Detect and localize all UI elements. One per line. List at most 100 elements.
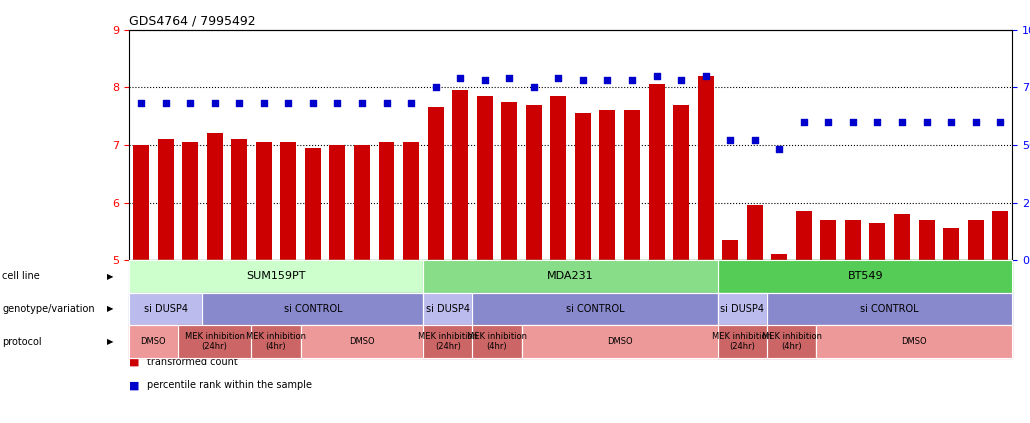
Point — [255, 100, 272, 107]
Text: DMSO: DMSO — [901, 337, 927, 346]
Point — [477, 77, 493, 84]
Bar — [599, 110, 615, 260]
Point — [575, 77, 591, 84]
Bar — [379, 142, 394, 260]
Text: ▶: ▶ — [107, 272, 113, 281]
Bar — [649, 84, 664, 260]
Bar — [330, 145, 345, 260]
Point — [624, 77, 641, 84]
Bar — [894, 214, 909, 260]
Point — [697, 72, 714, 79]
Bar — [207, 133, 222, 260]
Text: DMSO: DMSO — [607, 337, 632, 346]
Point — [158, 100, 174, 107]
Bar — [747, 206, 762, 260]
Point — [722, 137, 739, 144]
Text: si DUSP4: si DUSP4 — [425, 304, 470, 314]
Bar — [526, 104, 542, 260]
Point — [771, 146, 788, 153]
Text: MEK inhibition
(24hr): MEK inhibition (24hr) — [184, 332, 245, 351]
Text: GDS4764 / 7995492: GDS4764 / 7995492 — [129, 15, 255, 28]
Bar — [697, 76, 714, 260]
Point — [648, 72, 664, 79]
Point — [869, 118, 886, 125]
Bar — [674, 104, 689, 260]
Point — [330, 100, 346, 107]
Text: si CONTROL: si CONTROL — [565, 304, 624, 314]
Bar — [821, 220, 836, 260]
Bar — [452, 90, 468, 260]
Text: ■: ■ — [129, 380, 139, 390]
Bar — [624, 110, 640, 260]
Point — [942, 118, 959, 125]
Point — [427, 84, 444, 91]
Point — [967, 118, 984, 125]
Point — [353, 100, 370, 107]
Text: MEK inhibition
(24hr): MEK inhibition (24hr) — [713, 332, 772, 351]
Point — [599, 77, 616, 84]
Point — [133, 100, 149, 107]
Bar — [722, 240, 739, 260]
Bar — [845, 220, 861, 260]
Bar — [477, 96, 492, 260]
Text: protocol: protocol — [2, 337, 41, 346]
Text: ▶: ▶ — [107, 305, 113, 313]
Bar — [919, 220, 934, 260]
Text: ■: ■ — [129, 357, 139, 367]
Bar — [403, 142, 419, 260]
Point — [992, 118, 1008, 125]
Bar — [943, 228, 959, 260]
Text: si DUSP4: si DUSP4 — [143, 304, 187, 314]
Text: MEK inhibition
(24hr): MEK inhibition (24hr) — [418, 332, 478, 351]
Bar — [280, 142, 297, 260]
Text: si DUSP4: si DUSP4 — [720, 304, 764, 314]
Point — [305, 100, 321, 107]
Point — [403, 100, 419, 107]
Bar — [305, 148, 320, 260]
Point — [231, 100, 247, 107]
Bar — [869, 222, 886, 260]
Bar — [133, 145, 149, 260]
Point — [280, 100, 297, 107]
Text: SUM159PT: SUM159PT — [246, 272, 306, 281]
Bar — [182, 142, 198, 260]
Point — [845, 118, 861, 125]
Text: MDA231: MDA231 — [547, 272, 594, 281]
Text: BT549: BT549 — [848, 272, 883, 281]
Text: transformed count: transformed count — [147, 357, 238, 367]
Point — [525, 84, 542, 91]
Point — [820, 118, 836, 125]
Point — [673, 77, 689, 84]
Text: ▶: ▶ — [107, 337, 113, 346]
Text: genotype/variation: genotype/variation — [2, 304, 95, 314]
Point — [795, 118, 812, 125]
Text: DMSO: DMSO — [349, 337, 375, 346]
Bar — [427, 107, 444, 260]
Text: si CONTROL: si CONTROL — [860, 304, 919, 314]
Text: cell line: cell line — [2, 272, 40, 281]
Bar — [968, 220, 984, 260]
Text: percentile rank within the sample: percentile rank within the sample — [147, 380, 312, 390]
Point — [378, 100, 394, 107]
Bar — [992, 211, 1008, 260]
Bar — [158, 139, 173, 260]
Point — [894, 118, 911, 125]
Text: MEK inhibition
(4hr): MEK inhibition (4hr) — [761, 332, 822, 351]
Bar — [771, 254, 787, 260]
Text: MEK inhibition
(4hr): MEK inhibition (4hr) — [467, 332, 527, 351]
Bar — [354, 145, 370, 260]
Text: DMSO: DMSO — [140, 337, 166, 346]
Bar — [502, 102, 517, 260]
Point — [206, 100, 222, 107]
Point — [919, 118, 935, 125]
Bar — [550, 96, 566, 260]
Point — [747, 137, 763, 144]
Point — [550, 74, 566, 81]
Bar — [232, 139, 247, 260]
Bar — [796, 211, 812, 260]
Point — [501, 74, 517, 81]
Bar — [255, 142, 272, 260]
Point — [182, 100, 199, 107]
Text: si CONTROL: si CONTROL — [283, 304, 342, 314]
Text: MEK inhibition
(4hr): MEK inhibition (4hr) — [246, 332, 306, 351]
